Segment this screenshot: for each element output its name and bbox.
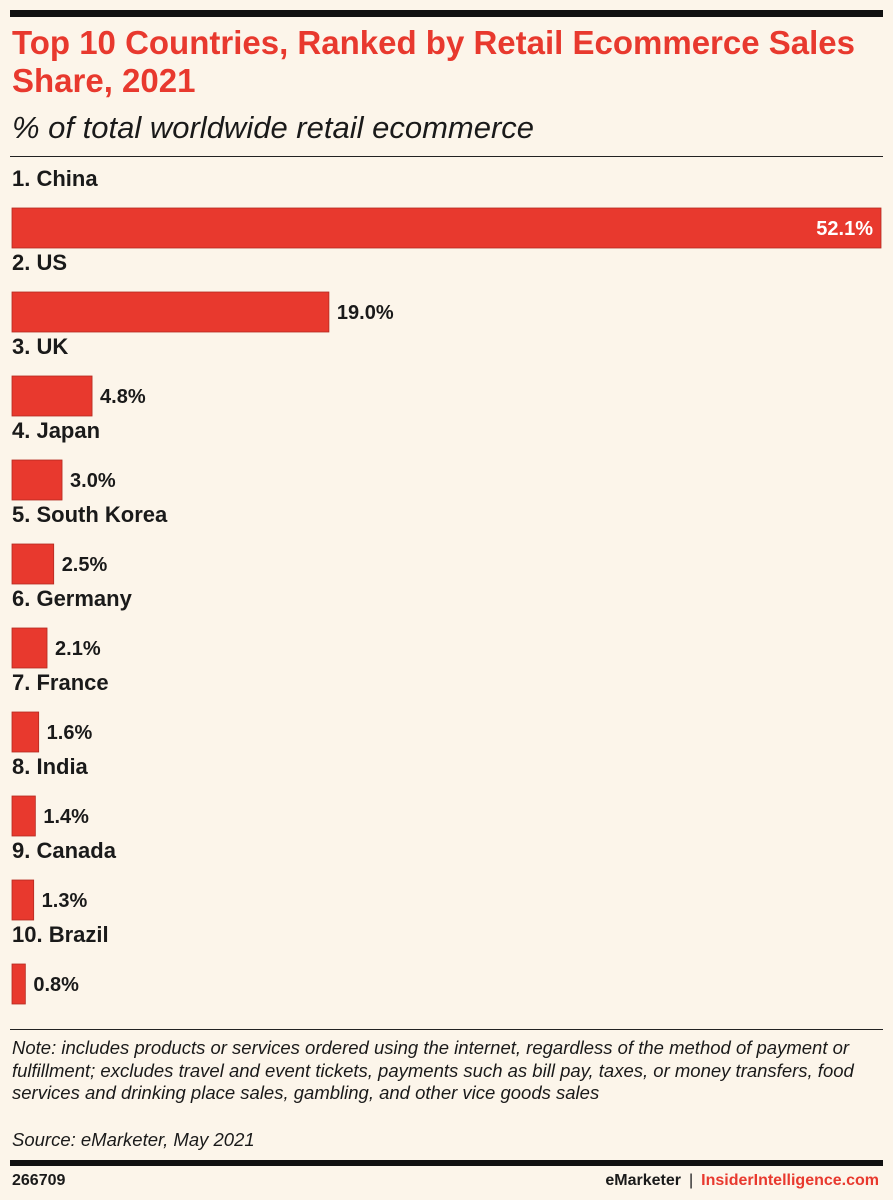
brand-emarketer: eMarketer [605,1172,682,1189]
bar [11,291,330,333]
credits-separator: | [689,1172,694,1189]
source-line: Source: eMarketer, May 2021 [12,1129,255,1150]
value-label: 3.0% [70,470,116,492]
bar [11,795,36,837]
category-label: 7. France [12,670,109,695]
top-rule [10,10,883,17]
value-label: 52.1% [816,218,873,240]
category-label: 4. Japan [12,418,100,443]
value-label: 19.0% [337,302,394,324]
bar [11,963,26,1005]
bar-chart: 1. China 52.1% 2. US 19.0% 3. UK 4.8%4. Japan… [11,166,882,1005]
bar [11,207,882,249]
bar [11,879,35,921]
footer-divider [10,1029,883,1030]
bottom-rule [10,1160,883,1166]
bar [11,627,48,669]
value-label: 1.3% [42,890,88,912]
bar [11,459,63,501]
value-label: 0.8% [33,974,79,996]
chart-id: 266709 [12,1172,66,1189]
footnote: Note: includes products or services orde… [12,1037,854,1103]
header-divider [10,156,883,157]
category-label: 5. South Korea [12,502,168,527]
credits: eMarketer | InsiderIntelligence.com [605,1172,879,1190]
value-label: 1.4% [43,806,89,828]
category-label: 3. UK [12,334,68,359]
bar [11,543,55,585]
category-label: 9. Canada [12,838,117,863]
category-label: 1. China [12,166,98,191]
bar [11,711,40,753]
value-label: 1.6% [47,722,93,744]
value-label: 2.5% [62,554,108,576]
category-label: 8. India [12,754,89,779]
chart-subtitle: % of total worldwide retail ecommerce [12,110,535,145]
category-label: 2. US [12,250,67,275]
brand-insider-intelligence: InsiderIntelligence.com [701,1172,879,1189]
value-label: 2.1% [55,638,101,660]
bar [11,375,93,417]
value-label: 4.8% [100,386,146,408]
chart-title: Top 10 Countries, Ranked by Retail Ecomm… [12,24,856,99]
category-label: 6. Germany [12,586,133,611]
category-label: 10. Brazil [12,922,109,947]
